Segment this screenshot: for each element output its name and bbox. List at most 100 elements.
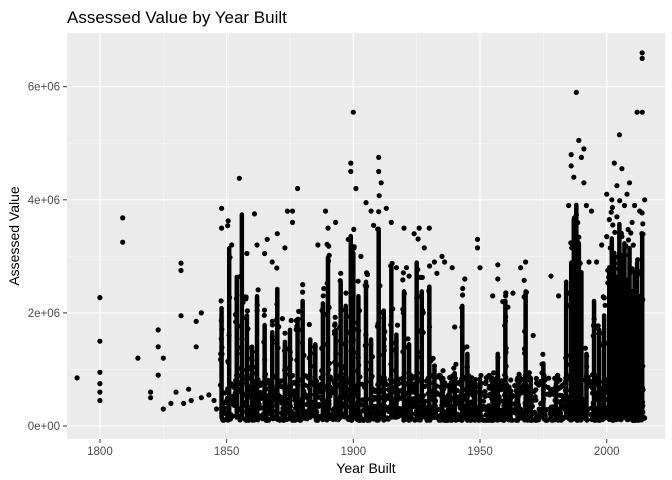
data-point [495,393,501,399]
data-point [609,197,615,203]
data-point [634,109,640,115]
data-point [211,397,217,404]
data-point [571,174,577,180]
data-point [253,364,259,370]
data-point [414,293,420,299]
data-point [464,364,470,370]
data-point [556,293,562,299]
data-point [269,405,275,411]
data-point [630,242,636,248]
data-point [261,339,267,345]
data-point [595,323,601,329]
data-point [431,397,437,403]
data-point [406,375,412,381]
data-point [585,377,591,383]
data-point [155,327,161,333]
data-point [615,401,621,407]
data-point [351,226,357,232]
data-point [269,322,275,328]
data-point [558,400,564,407]
data-point [264,236,270,242]
data-point [472,398,478,404]
data-point [639,109,645,115]
data-point [485,404,491,410]
data-point [431,259,437,265]
data-point [362,342,368,349]
data-point [311,379,318,385]
data-point [245,345,251,351]
data-point [638,412,644,418]
data-point [473,411,479,417]
data-point [287,403,294,410]
data-point [507,407,514,413]
data-point [319,397,325,403]
data-point [311,363,317,369]
data-point [278,378,284,384]
data-point [160,355,166,361]
data-point [540,387,547,393]
data-point [332,314,338,320]
data-point [560,382,566,388]
data-point [495,374,501,380]
data-point [402,344,408,350]
data-point [367,396,373,402]
data-point [351,244,357,250]
data-point [325,258,332,264]
data-point [515,402,522,408]
data-point [597,379,603,385]
data-point [523,259,529,265]
data-point [286,365,292,372]
data-point [232,312,239,318]
data-point [548,389,554,395]
data-point [380,395,386,401]
data-point [449,265,455,271]
data-point [604,234,610,240]
data-point [155,344,161,350]
data-point [306,355,312,361]
data-point [274,340,280,347]
data-point [249,357,255,363]
data-point [489,411,495,417]
data-point [500,299,506,305]
data-point [218,336,224,342]
data-point [591,391,597,397]
data-point [382,329,388,335]
data-point [253,407,259,413]
data-point [394,322,401,328]
data-point [342,414,348,420]
data-point [244,355,250,361]
data-point [282,367,288,373]
data-point [342,307,348,313]
data-point [284,208,290,214]
data-point [548,404,554,410]
data-point [626,252,632,258]
data-point [326,304,332,311]
data-point [590,322,597,329]
data-point [288,317,294,324]
data-point [590,372,596,378]
data-point [269,318,275,324]
data-point [188,397,194,404]
data-point [612,229,618,235]
data-point [364,283,370,289]
data-point [451,377,457,383]
data-point [639,50,645,56]
data-point [390,306,396,312]
data-point [301,388,307,394]
data-point [450,381,456,387]
data-point [234,372,240,379]
data-point [348,168,354,175]
data-point [333,351,339,357]
data-point [364,271,370,277]
data-point [380,352,386,358]
data-point [442,259,448,265]
data-point [262,250,268,257]
data-point [319,345,325,351]
data-point [308,409,314,415]
data-point [345,236,351,242]
data-point [430,388,436,394]
data-point [198,395,204,401]
data-point [426,225,432,231]
data-point [193,344,199,350]
data-point [635,257,641,263]
